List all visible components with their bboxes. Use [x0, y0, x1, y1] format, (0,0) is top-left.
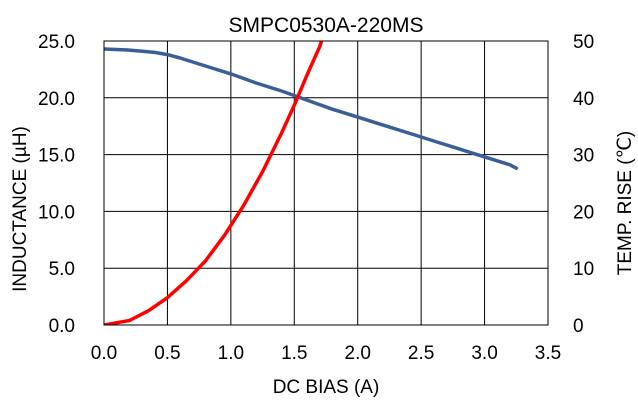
- x-tick-label: 0.5: [154, 343, 180, 364]
- y-left-tick-label: 5.0: [49, 259, 75, 280]
- y-right-tick-label: 20: [573, 202, 594, 223]
- chart-title: SMPC0530A-220MS: [229, 14, 424, 37]
- y-right-tick-label: 50: [573, 32, 594, 53]
- x-tick-label: 3.5: [535, 343, 561, 364]
- grid-lines: [104, 41, 548, 325]
- y-left-tick-label: 0.0: [49, 316, 75, 337]
- y-axis-label-left: INDUCTANCE (µH): [10, 126, 31, 292]
- data-series: [104, 41, 519, 325]
- x-tick-label: 2.0: [345, 343, 371, 364]
- y-left-tick-label: 25.0: [38, 32, 75, 53]
- y-axis-label-right: TEMP. RISE (℃): [615, 131, 636, 276]
- x-tick-label: 1.0: [218, 343, 244, 364]
- y-right-tick-label: 0: [573, 316, 584, 337]
- y-right-tick-label: 10: [573, 259, 594, 280]
- x-axis-label: DC BIAS (A): [273, 377, 380, 398]
- y-left-tick-label: 15.0: [38, 146, 75, 167]
- x-tick-label: 3.0: [471, 343, 497, 364]
- x-tick-label: 0.0: [91, 343, 117, 364]
- y-left-tick-label: 20.0: [38, 89, 75, 110]
- inductance-line: [104, 47, 519, 170]
- y-right-tick-label: 40: [573, 89, 594, 110]
- y-right-tick-label: 30: [573, 146, 594, 167]
- y-left-tick-label: 10.0: [38, 202, 75, 223]
- temp-rise-line: [104, 41, 324, 325]
- x-tick-label: 2.5: [408, 343, 434, 364]
- x-tick-label: 1.5: [281, 343, 307, 364]
- tick-labels: 0.0 0.5 1.0 1.5 2.0 2.5 3.0 3.5 0.0 5.0 10.0 15.0 20…: [38, 32, 594, 364]
- plot-area-frame: [103, 40, 549, 326]
